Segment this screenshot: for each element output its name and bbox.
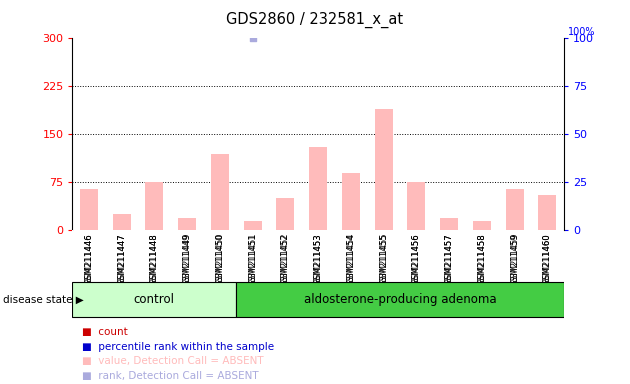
- Text: GSM211460: GSM211460: [543, 233, 552, 283]
- Text: GSM211453: GSM211453: [314, 233, 323, 283]
- Text: ■  value, Detection Call = ABSENT: ■ value, Detection Call = ABSENT: [82, 356, 263, 366]
- Text: GDS2860 / 232581_x_at: GDS2860 / 232581_x_at: [226, 12, 404, 28]
- Text: GSM211457: GSM211457: [445, 233, 454, 286]
- Text: GSM211453: GSM211453: [314, 233, 323, 286]
- Text: GSM211447: GSM211447: [117, 233, 126, 286]
- Text: GSM211455: GSM211455: [379, 233, 388, 286]
- Bar: [80, 189, 98, 230]
- Text: GSM211458: GSM211458: [478, 233, 486, 286]
- Bar: [236, 282, 564, 317]
- Text: GSM211449: GSM211449: [183, 233, 192, 283]
- Bar: [506, 189, 524, 230]
- Text: GSM211458: GSM211458: [478, 233, 486, 283]
- Text: GSM211448: GSM211448: [150, 233, 159, 286]
- Bar: [244, 221, 261, 230]
- Text: ■  percentile rank within the sample: ■ percentile rank within the sample: [82, 342, 274, 352]
- Point: [280, 26, 290, 32]
- Text: GSM211457: GSM211457: [445, 233, 454, 283]
- Text: GSM211456: GSM211456: [412, 233, 421, 283]
- Text: GSM211454: GSM211454: [346, 233, 355, 286]
- Bar: [146, 182, 163, 230]
- Text: GSM211446: GSM211446: [84, 233, 93, 286]
- Text: GSM211452: GSM211452: [281, 233, 290, 286]
- Bar: [309, 147, 327, 230]
- Text: GSM211446: GSM211446: [84, 233, 93, 283]
- Bar: [72, 282, 236, 317]
- Text: disease state ▶: disease state ▶: [3, 295, 84, 305]
- Text: GSM211454: GSM211454: [346, 233, 355, 283]
- Bar: [539, 195, 556, 230]
- Text: GSM211451: GSM211451: [248, 233, 257, 286]
- Text: aldosterone-producing adenoma: aldosterone-producing adenoma: [304, 293, 496, 306]
- Text: 100%: 100%: [568, 27, 595, 37]
- Bar: [113, 214, 130, 230]
- Text: ■  rank, Detection Call = ABSENT: ■ rank, Detection Call = ABSENT: [82, 371, 258, 381]
- Point: [248, 35, 258, 41]
- Bar: [473, 221, 491, 230]
- Text: GSM211447: GSM211447: [117, 233, 126, 283]
- Text: GSM211456: GSM211456: [412, 233, 421, 286]
- Bar: [408, 182, 425, 230]
- Bar: [375, 109, 392, 230]
- Text: GSM211452: GSM211452: [281, 233, 290, 283]
- Text: GSM211450: GSM211450: [215, 233, 224, 283]
- Bar: [342, 173, 360, 230]
- Text: GSM211460: GSM211460: [543, 233, 552, 286]
- Bar: [277, 199, 294, 230]
- Text: control: control: [134, 293, 175, 306]
- Text: GSM211449: GSM211449: [183, 233, 192, 286]
- Text: GSM211455: GSM211455: [379, 233, 388, 283]
- Text: ■  count: ■ count: [82, 327, 128, 337]
- Bar: [178, 218, 196, 230]
- Text: GSM211459: GSM211459: [510, 233, 519, 283]
- Text: GSM211450: GSM211450: [215, 233, 224, 286]
- Text: GSM211459: GSM211459: [510, 233, 519, 286]
- Text: GSM211451: GSM211451: [248, 233, 257, 283]
- Bar: [211, 154, 229, 230]
- Text: GSM211448: GSM211448: [150, 233, 159, 283]
- Bar: [440, 218, 458, 230]
